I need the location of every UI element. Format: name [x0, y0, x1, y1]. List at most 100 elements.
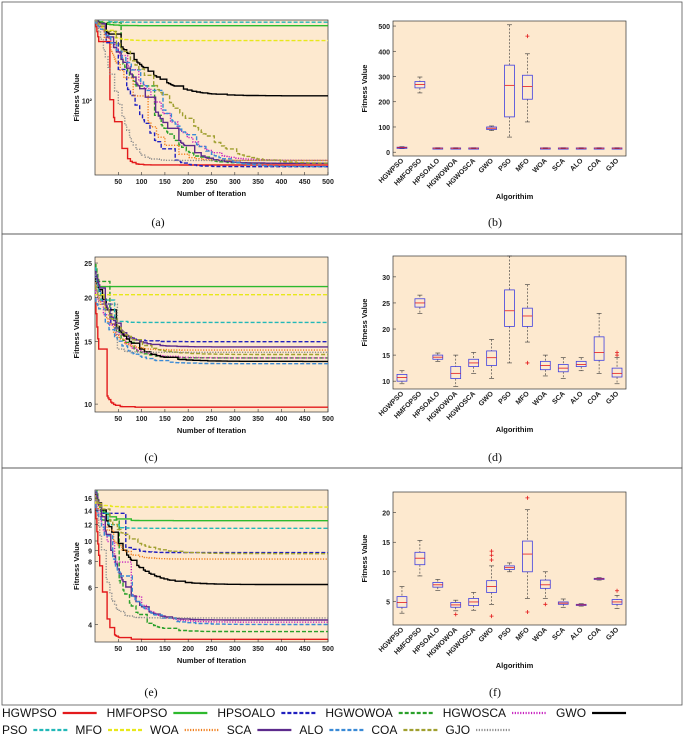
- x-tick-label: 200: [182, 179, 194, 186]
- x-tick-label: 300: [229, 179, 241, 186]
- series-line-HGWOSCA: [95, 499, 328, 623]
- x-tick-label: 100: [136, 646, 148, 653]
- outlier-marker: [525, 360, 530, 365]
- panel-caption: (c): [144, 450, 157, 464]
- box-HMFOPSO: [414, 76, 426, 94]
- series-line-HGWPSO: [95, 21, 328, 166]
- box-COA: [593, 313, 605, 374]
- outlier-marker: [525, 495, 530, 500]
- series-line-HMFOPSO: [95, 20, 328, 27]
- outlier-marker: [489, 557, 494, 562]
- legend-label-COA: COA: [371, 723, 397, 737]
- x-axis-label: Algorithim: [496, 661, 534, 670]
- box-HGWOSCA: [468, 147, 479, 150]
- box-body: [486, 350, 497, 366]
- x-tick-label: COA: [587, 390, 603, 406]
- y-tick-label: 25: [84, 261, 92, 268]
- y-tick-label: 20: [382, 511, 390, 518]
- outlier-marker: [489, 614, 494, 619]
- legend-label-GWO: GWO: [556, 706, 586, 720]
- y-tick-label: 200: [378, 100, 390, 107]
- outlier-marker: [489, 549, 494, 554]
- x-tick-label: 500: [322, 179, 334, 186]
- box-body: [593, 336, 605, 361]
- box-body: [522, 540, 533, 573]
- box-HPSOALO: [432, 147, 444, 150]
- x-tick-label: 100: [136, 416, 148, 423]
- x-tick-label: 400: [276, 179, 288, 186]
- x-tick-label: 250: [206, 416, 218, 423]
- series-line-WOA: [95, 20, 328, 162]
- box-GWO: [486, 125, 497, 131]
- line-chart-e: 50 100 150 200 250 300 350 400 450 500 4 6 8 9 10 12 14 1…: [72, 489, 334, 699]
- box-GJO: [611, 350, 623, 385]
- series-line-ALO: [95, 298, 328, 365]
- box-COA: [593, 147, 605, 150]
- y-tick-label: 15: [382, 540, 390, 547]
- y-tick-label: 0: [386, 150, 390, 157]
- panel-caption: (d): [488, 450, 502, 464]
- y-tick-label: 5: [386, 599, 390, 606]
- series-group: [95, 20, 328, 168]
- box-SCA: [557, 598, 569, 608]
- y-tick-label: 500: [378, 24, 390, 31]
- box-HMFOPSO: [414, 540, 426, 577]
- outlier-marker: [615, 588, 620, 593]
- x-tick-label: GJO: [605, 390, 621, 406]
- series-line-COA: [95, 285, 328, 356]
- box-body: [504, 289, 515, 327]
- y-tick-label: 20: [84, 295, 92, 302]
- x-tick-label: 250: [206, 179, 218, 186]
- x-tick-label: MFO: [515, 390, 531, 406]
- x-tick-label: GWO: [478, 390, 496, 408]
- x-tick-label: ALO: [569, 390, 585, 406]
- y-tick-label: 30: [382, 275, 390, 282]
- x-tick-label: 300: [229, 416, 241, 423]
- x-tick-label: 450: [299, 179, 311, 186]
- series-line-ALO: [95, 504, 328, 626]
- series-line-HGWOSCA: [95, 289, 328, 359]
- x-tick-label: 50: [114, 416, 122, 423]
- line-chart-c: 50 100 150 200 250 300 350 400 450 500 10 15 20 25 Num…: [72, 256, 334, 464]
- box-GJO: [611, 147, 623, 150]
- outlier-marker: [453, 612, 458, 617]
- legend-label-GJO: GJO: [445, 723, 470, 737]
- x-tick-label: 100: [136, 179, 148, 186]
- x-tick-label: COA: [587, 157, 603, 173]
- box-GWO: [486, 339, 497, 379]
- legend-label-HGWPSO: HGWPSO: [2, 706, 57, 720]
- y-tick-label: 12: [84, 522, 92, 529]
- y-tick-label: 10: [382, 570, 390, 577]
- series-group: [95, 263, 328, 408]
- legend-label-HMFOPSO: HMFOPSO: [107, 706, 168, 720]
- x-tick-label: GWO: [478, 626, 496, 644]
- box-PSO: [504, 24, 515, 138]
- box-body: [611, 367, 623, 378]
- plot-area: [392, 491, 627, 626]
- y-tick-label: 10²: [82, 98, 93, 105]
- series-line-COA: [95, 20, 328, 164]
- series-line-GJO: [95, 490, 328, 619]
- x-axis-label: Number of Iteration: [177, 189, 247, 198]
- box-MFO: [522, 34, 533, 123]
- box-ALO: [575, 357, 587, 372]
- series-line-HGWPSO: [95, 504, 328, 640]
- legend-label-MFO: MFO: [75, 723, 102, 737]
- x-tick-label: ALO: [569, 626, 585, 642]
- series-line-ALO: [95, 21, 328, 168]
- y-tick-label: 25: [382, 301, 390, 308]
- y-tick-label: 300: [378, 75, 390, 82]
- y-axis-label: Fitness Value: [360, 535, 369, 583]
- x-tick-label: 150: [159, 646, 171, 653]
- series-line-PSO: [98, 20, 328, 23]
- y-tick-label: 15: [382, 353, 390, 360]
- x-tick-label: 300: [229, 646, 241, 653]
- box-SCA: [557, 357, 569, 379]
- plot-area: [392, 255, 627, 390]
- box-GJO: [611, 588, 623, 609]
- box-HGWOSCA: [468, 592, 479, 611]
- x-tick-label: 350: [252, 416, 264, 423]
- series-line-MFO: [95, 501, 328, 508]
- y-axis-label: Fitness Value: [72, 542, 81, 590]
